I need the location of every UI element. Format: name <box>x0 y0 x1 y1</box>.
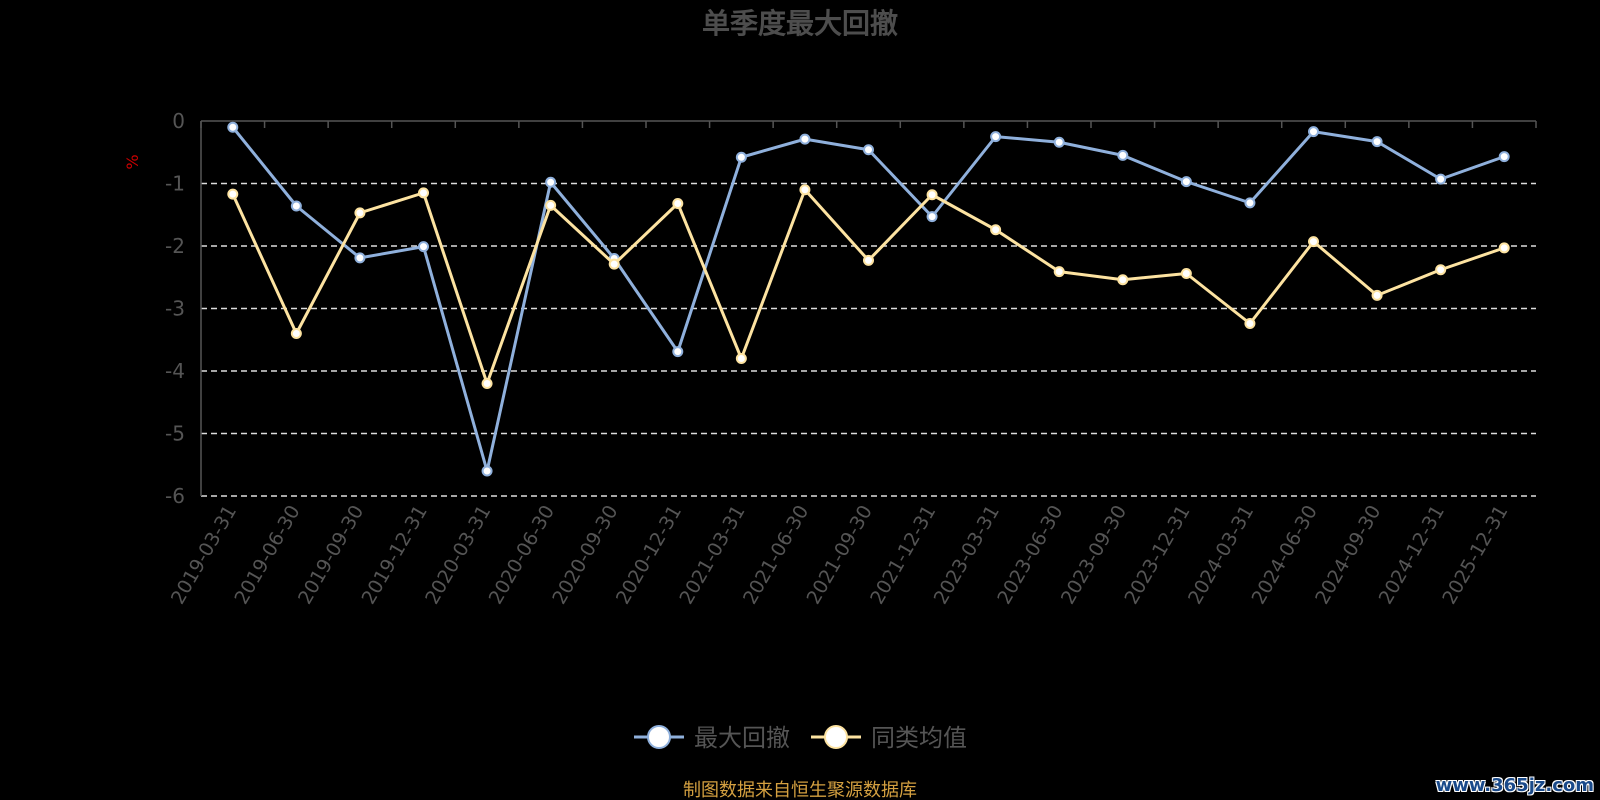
y-tick-label: -2 <box>165 234 185 258</box>
data-point-series-2 <box>863 254 874 266</box>
legend-marker-1 <box>647 725 671 749</box>
data-point-series-2 <box>418 187 429 199</box>
x-tick-label: 2021-09-30 <box>803 502 877 609</box>
x-tick-label: 2020-06-30 <box>485 502 559 609</box>
data-point-series-1 <box>990 131 1002 143</box>
data-point-series-1 <box>1117 149 1129 161</box>
data-point-series-1 <box>1435 173 1447 185</box>
y-tick-label: -1 <box>165 172 185 196</box>
data-point-series-1 <box>863 144 874 156</box>
y-tick-label: -3 <box>165 297 185 321</box>
y-tick-label: -4 <box>165 359 185 383</box>
legend: 最大回撤 同类均值 <box>634 724 967 752</box>
x-tick-label: 2024-03-31 <box>1184 502 1258 609</box>
data-point-series-2 <box>608 258 620 270</box>
x-tick-label: 2019-03-31 <box>167 502 241 609</box>
watermark: www.365jz.com <box>1435 775 1594 796</box>
legend-label-2: 同类均值 <box>871 724 967 752</box>
data-point-series-2 <box>227 188 239 200</box>
data-point-series-2 <box>990 224 1002 236</box>
x-tick-label: 2023-06-30 <box>993 502 1067 609</box>
data-point-series-1 <box>1498 151 1510 163</box>
legend-marker-2 <box>824 725 848 749</box>
x-tick-label: 2019-12-31 <box>358 502 432 609</box>
y-tick-label: -5 <box>165 422 185 446</box>
x-tick-label: 2019-06-30 <box>230 502 304 609</box>
data-point-series-2 <box>481 378 493 389</box>
legend-label-1: 最大回撤 <box>694 724 790 752</box>
data-point-series-2 <box>1180 268 1192 279</box>
x-tick-label: 2021-12-31 <box>866 502 940 609</box>
data-point-series-2 <box>1498 242 1510 254</box>
data-point-series-1 <box>418 241 429 253</box>
grid-lines <box>201 182 1536 497</box>
axes: 0 -1 -2 -3 -4 -5 -62019-03-312019-06-302019-09… <box>165 109 1537 609</box>
data-point-series-2 <box>354 207 366 219</box>
data-point-series-2 <box>799 184 811 196</box>
x-tick-label: 2023-09-30 <box>1057 502 1131 609</box>
data-point-series-1 <box>735 151 747 163</box>
data-point-series-1 <box>227 121 239 133</box>
data-point-series-2 <box>1371 289 1383 301</box>
x-tick-label: 2024-09-30 <box>1311 502 1385 609</box>
series-line-2 <box>231 188 1505 385</box>
data-point-series-2 <box>1053 266 1065 278</box>
data-point-series-1 <box>1308 126 1319 138</box>
data-point-series-2 <box>735 353 747 364</box>
y-tick-label: -6 <box>165 484 185 508</box>
x-tick-label: 2020-12-31 <box>612 502 686 609</box>
data-point-series-2 <box>1117 274 1129 286</box>
x-tick-label: 2020-09-30 <box>548 502 622 609</box>
data-point-series-2 <box>672 198 684 209</box>
data-point-series-1 <box>290 200 302 212</box>
x-tick-label: 2024-12-31 <box>1375 502 1449 609</box>
chart-title: 单季度最大回撤 <box>702 7 898 40</box>
x-tick-label: 2025-12-31 <box>1438 502 1512 609</box>
y-axis-label: % <box>123 154 142 169</box>
y-tick-label: 0 <box>172 109 185 133</box>
data-point-series-1 <box>1053 136 1065 148</box>
data-point-series-1 <box>354 252 366 264</box>
data-point-series-1 <box>799 133 811 145</box>
data-point-series-1 <box>545 176 557 188</box>
x-tick-label: 2020-03-31 <box>421 501 495 608</box>
x-tick-label: 2024-06-30 <box>1248 502 1322 609</box>
data-point-series-2 <box>1308 236 1319 248</box>
data-point-series-1 <box>1180 176 1192 188</box>
data-point-series-1 <box>672 346 684 358</box>
series-lines <box>227 121 1510 477</box>
data-point-series-2 <box>290 328 302 339</box>
data-point-series-1 <box>481 465 493 477</box>
data-point-series-1 <box>1244 197 1256 209</box>
x-tick-label: 2023-03-31 <box>930 501 1004 608</box>
data-point-series-2 <box>926 189 938 201</box>
data-point-series-1 <box>1371 136 1383 148</box>
x-tick-label: 2021-06-30 <box>739 502 813 609</box>
source-note: 制图数据来自恒生聚源数据库 <box>683 780 917 800</box>
data-point-series-2 <box>545 199 557 211</box>
x-tick-label: 2023-12-31 <box>1120 502 1194 609</box>
data-point-series-2 <box>1435 264 1447 276</box>
data-point-series-2 <box>1244 318 1256 329</box>
data-point-series-1 <box>926 211 938 223</box>
x-tick-label: 2021-03-31 <box>675 502 749 609</box>
x-tick-label: 2019-09-30 <box>294 502 368 609</box>
series-line-1 <box>231 126 1505 473</box>
